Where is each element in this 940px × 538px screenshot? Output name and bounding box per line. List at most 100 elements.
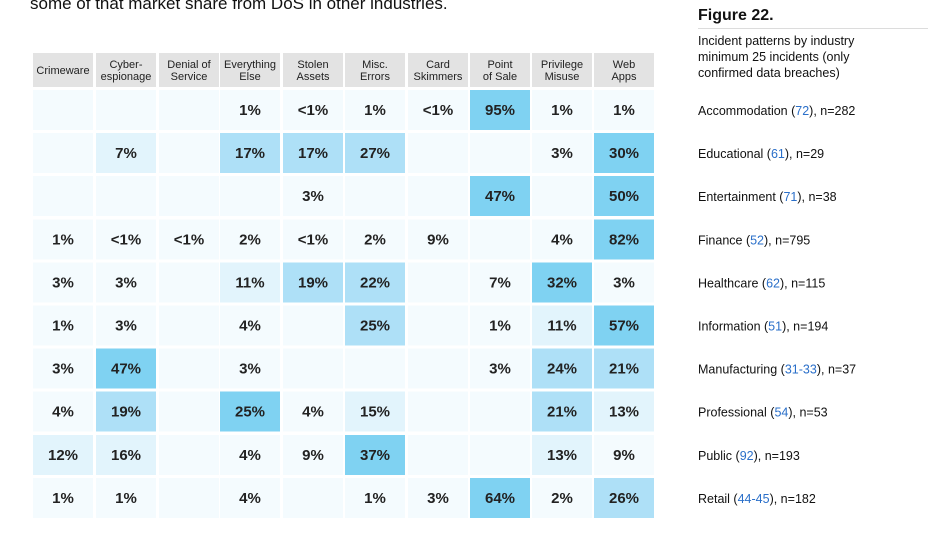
- cell-value: 3%: [115, 318, 137, 335]
- cell-value: 13%: [609, 404, 639, 421]
- heatmap-cell: [345, 477, 405, 518]
- cell-value: 95%: [485, 102, 515, 119]
- cell-value: 47%: [485, 188, 515, 205]
- heatmap-cell: [470, 176, 530, 217]
- cell-value: 3%: [52, 361, 74, 378]
- heatmap-cell: [345, 305, 405, 346]
- cell-value: 9%: [427, 231, 449, 248]
- heatmap-cell: [96, 348, 156, 389]
- heatmap-cell: [220, 348, 280, 389]
- heatmap-cell: [470, 90, 530, 130]
- heatmap-cell: [33, 219, 93, 260]
- heatmap-cell: [470, 262, 530, 303]
- cell-value: 3%: [489, 361, 511, 378]
- heatmap-cell: [532, 176, 592, 217]
- heatmap-cell: [408, 262, 468, 303]
- heatmap-cell: [159, 90, 219, 130]
- cell-value: 1%: [52, 318, 74, 335]
- heatmap-cell: [532, 434, 592, 475]
- heatmap-cell: [96, 176, 156, 217]
- heatmap-cell: [470, 391, 530, 432]
- row-label: Educational (61), n=29: [698, 147, 824, 161]
- column-header-bg: [220, 53, 280, 87]
- cell-value: 64%: [485, 490, 515, 507]
- heatmap-cell: [159, 219, 219, 260]
- heatmap-cell: [470, 219, 530, 260]
- heatmap-cell: [283, 90, 343, 130]
- heatmap-cell: [594, 262, 654, 303]
- naics-link[interactable]: 44-45: [738, 492, 770, 506]
- heatmap-cell: [594, 305, 654, 346]
- cell-value: 1%: [613, 102, 635, 119]
- heatmap-cell: [33, 391, 93, 432]
- cell-value: 1%: [489, 318, 511, 335]
- cell-value: 16%: [111, 447, 141, 464]
- cell-value: 3%: [613, 274, 635, 291]
- cell-value: <1%: [174, 231, 204, 248]
- heatmap-cell: [283, 434, 343, 475]
- cell-value: 11%: [547, 318, 576, 335]
- naics-link[interactable]: 61: [771, 147, 785, 161]
- row-label: Public (92), n=193: [698, 449, 800, 463]
- heatmap-cell: [96, 305, 156, 346]
- column-header-bg: [283, 53, 343, 87]
- cell-value: 9%: [302, 447, 324, 464]
- naics-link[interactable]: 62: [766, 276, 780, 290]
- cell-value: 82%: [609, 231, 639, 248]
- heatmap-cell: [220, 90, 280, 130]
- cell-value: 2%: [551, 490, 573, 507]
- column-header: Everything Else: [224, 59, 276, 83]
- figure-subtitle: Incident patterns by industry minimum 25…: [698, 33, 898, 81]
- naics-link[interactable]: 52: [750, 233, 764, 247]
- cell-value: 50%: [609, 188, 639, 205]
- heatmap-cell: [345, 133, 405, 174]
- cell-value: 3%: [551, 145, 573, 162]
- heatmap-cell: [96, 434, 156, 475]
- heatmap-cell: [594, 219, 654, 260]
- cell-value: 9%: [613, 447, 635, 464]
- column-header: Crimeware: [36, 65, 89, 77]
- heatmap-cell: [345, 348, 405, 389]
- column-header: Point of Sale: [483, 59, 517, 83]
- heatmap-cell: [96, 391, 156, 432]
- heatmap-cell: [33, 477, 93, 518]
- cell-value: 4%: [52, 404, 74, 421]
- cell-value: 13%: [547, 447, 577, 464]
- heatmap-cell: [220, 391, 280, 432]
- heatmap-cell: [470, 305, 530, 346]
- naics-link[interactable]: 54: [774, 406, 788, 420]
- heatmap-cell: [408, 90, 468, 130]
- figure-title: Figure 22.: [698, 7, 774, 24]
- heatmap-cell: [283, 262, 343, 303]
- heatmap-cell: [283, 391, 343, 432]
- cell-value: 2%: [364, 231, 386, 248]
- figure-subtitle-line: confirmed data breaches): [698, 66, 840, 80]
- naics-link[interactable]: 71: [783, 190, 797, 204]
- column-header-bg: [470, 53, 530, 87]
- cell-value: 1%: [364, 490, 386, 507]
- naics-link[interactable]: 72: [795, 104, 809, 118]
- heatmap-cell: [594, 90, 654, 130]
- heatmap-cell: [159, 477, 219, 518]
- column-header: Denial of Service: [167, 59, 211, 83]
- heatmap-cell: [220, 176, 280, 217]
- cell-value: 1%: [551, 102, 573, 119]
- intro-text: some of that market share from DoS in ot…: [30, 0, 448, 13]
- heatmap-cell: [532, 90, 592, 130]
- cell-value: 32%: [547, 274, 577, 291]
- cell-value: 26%: [609, 490, 639, 507]
- naics-link[interactable]: 92: [740, 449, 754, 463]
- cell-value: 37%: [360, 447, 390, 464]
- heatmap-cell: [532, 133, 592, 174]
- cell-value: 57%: [609, 318, 639, 335]
- heatmap-cell: [470, 477, 530, 518]
- cell-value: 3%: [427, 490, 449, 507]
- cell-value: 1%: [52, 490, 74, 507]
- figure-rule: [698, 28, 928, 29]
- naics-link[interactable]: 31-33: [785, 363, 817, 377]
- column-header: Misc. Errors: [360, 59, 390, 83]
- naics-link[interactable]: 51: [768, 320, 782, 334]
- cell-value: 3%: [115, 274, 137, 291]
- heatmap-cell: [283, 133, 343, 174]
- heatmap-cell: [408, 434, 468, 475]
